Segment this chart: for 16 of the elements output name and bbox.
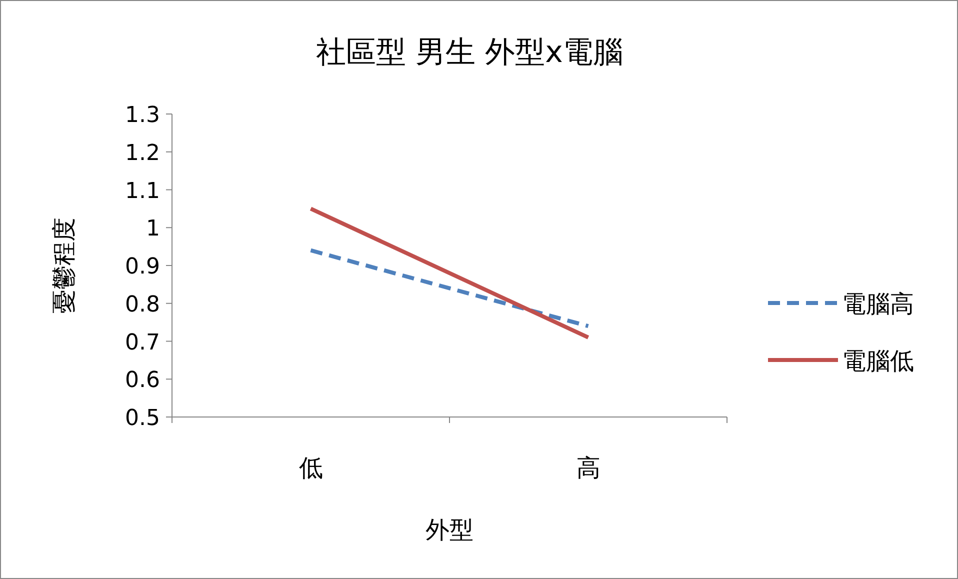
y-tick-label: 0.8	[125, 292, 160, 318]
y-tick-label: 1.2	[125, 140, 160, 166]
x-axis-title: 外型	[426, 516, 474, 544]
x-tick-label: 低	[298, 454, 323, 482]
x-tick-label: 高	[576, 454, 600, 482]
chart-title: 社區型 男生 外型x電腦	[316, 35, 623, 70]
legend-label: 電腦低	[842, 347, 914, 375]
y-tick-label: 1.1	[125, 178, 160, 204]
y-tick-label: 0.5	[125, 406, 160, 431]
y-tick-label: 1	[146, 216, 160, 242]
y-tick-label: 1.3	[125, 103, 160, 128]
legend-label: 電腦高	[842, 290, 914, 318]
y-tick-label: 0.9	[125, 254, 160, 280]
y-tick-label: 0.6	[125, 368, 160, 394]
y-tick-label: 0.7	[125, 330, 160, 356]
y-axis-title: 憂鬱程度	[50, 218, 78, 314]
